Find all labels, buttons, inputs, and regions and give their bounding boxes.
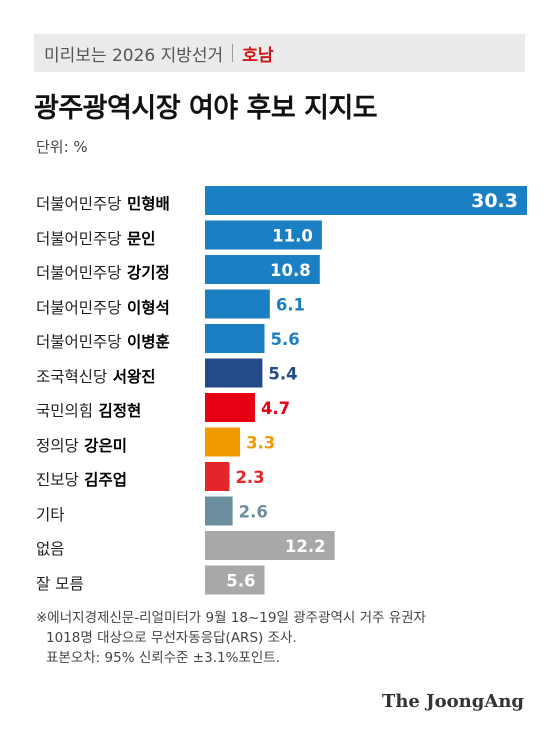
- party-name: 더불어민주당: [36, 229, 122, 248]
- note-line-2: 1018명 대상으로 무선자동응답(ARS) 조사.: [46, 630, 297, 646]
- data-label: 5.6: [226, 572, 255, 591]
- candidate-name: 강은미: [78, 436, 127, 455]
- party-name: 잘 모름: [36, 574, 84, 593]
- candidate-name: 문인: [121, 229, 156, 248]
- data-label: 12.2: [285, 537, 326, 556]
- candidate-name: 서왕진: [107, 367, 156, 386]
- data-label: 11.0: [272, 227, 313, 246]
- note-line-1: ※에너지경제신문-리얼미터가 9월 18~19일 광주광역시 거주 유권자: [36, 610, 426, 626]
- header-bar: 미리보는 2026 지방선거 호남: [34, 34, 525, 72]
- bar: [205, 427, 241, 457]
- bar: [205, 531, 335, 560]
- series-label: 미리보는 2026 지방선거: [44, 45, 224, 66]
- header-divider: [232, 44, 234, 62]
- data-label: 2.6: [239, 503, 268, 522]
- bar: [205, 393, 255, 422]
- bar: [205, 289, 270, 319]
- candidate-name: 이병훈: [121, 333, 170, 351]
- bar: [205, 186, 527, 215]
- party-name: 더불어민주당: [36, 298, 122, 317]
- category-label: 더불어민주당 민형배: [36, 192, 170, 214]
- category-label: 기타: [36, 503, 65, 525]
- bar: [205, 358, 263, 388]
- candidate-name: 이형석: [121, 298, 170, 317]
- category-label: 정의당 강은미: [36, 434, 127, 456]
- bar: [205, 324, 265, 353]
- party-name: 더불어민주당: [36, 195, 122, 213]
- category-label: 더불어민주당 이형석: [36, 296, 170, 318]
- bar: [205, 462, 230, 491]
- data-label: 5.6: [271, 330, 300, 349]
- category-label: 더불어민주당 이병훈: [36, 330, 170, 352]
- note-line-3: 표본오차: 95% 신뢰수준 ±3.1%포인트.: [46, 650, 280, 666]
- category-label: 없음: [36, 537, 65, 559]
- category-label: 더불어민주당 강기정: [36, 261, 170, 283]
- category-label: 국민의힘 김정현: [36, 399, 141, 421]
- brand-logo: The JoongAng: [381, 691, 524, 712]
- candidate-name: 김주업: [78, 471, 127, 489]
- unit-label: 단위: %: [36, 138, 88, 156]
- bar: [205, 220, 322, 250]
- party-name: 기타: [36, 505, 65, 524]
- category-label: 잘 모름: [36, 572, 84, 594]
- category-label: 조국혁신당 서왕진: [36, 365, 156, 387]
- category-label: 더불어민주당 문인: [36, 227, 155, 249]
- page-title: 광주광역시장 여야 후보 지지도: [34, 93, 378, 124]
- data-label: 10.8: [270, 261, 311, 280]
- party-name: 조국혁신당: [36, 367, 108, 386]
- data-label: 3.3: [246, 434, 275, 453]
- party-name: 국민의힘: [36, 402, 94, 420]
- data-label: 30.3: [471, 190, 518, 212]
- candidate-name: 민형배: [121, 195, 170, 213]
- bar: [205, 496, 233, 526]
- category-label: 진보당 김주업: [36, 468, 127, 490]
- party-name: 더불어민주당: [36, 264, 122, 282]
- party-name: 진보당: [36, 471, 79, 489]
- data-label: 6.1: [276, 296, 305, 315]
- survey-note: ※에너지경제신문-리얼미터가 9월 18~19일 광주광역시 거주 유권자 10…: [36, 608, 426, 668]
- candidate-name: 강기정: [121, 264, 170, 282]
- data-label: 5.4: [268, 365, 297, 384]
- party-name: 정의당: [36, 436, 79, 455]
- party-name: 없음: [36, 540, 65, 558]
- bar: [205, 255, 320, 284]
- data-label: 2.3: [235, 468, 264, 487]
- bar: [205, 565, 265, 595]
- party-name: 더불어민주당: [36, 333, 122, 351]
- data-label: 4.7: [261, 399, 290, 418]
- candidate-name: 김정현: [93, 402, 142, 420]
- region-label: 호남: [242, 45, 274, 66]
